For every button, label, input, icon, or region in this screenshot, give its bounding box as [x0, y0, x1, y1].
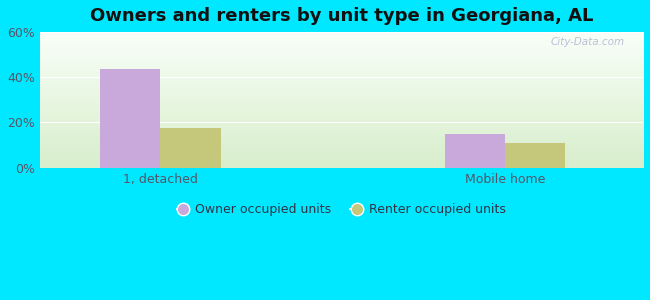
Legend: Owner occupied units, Renter occupied units: Owner occupied units, Renter occupied un… [172, 198, 511, 221]
Title: Owners and renters by unit type in Georgiana, AL: Owners and renters by unit type in Georg… [90, 7, 593, 25]
Bar [505, 143, 566, 168]
Bar [100, 69, 161, 168]
Bar [445, 134, 505, 168]
Bar [161, 128, 221, 168]
Text: City-Data.com: City-Data.com [551, 38, 625, 47]
